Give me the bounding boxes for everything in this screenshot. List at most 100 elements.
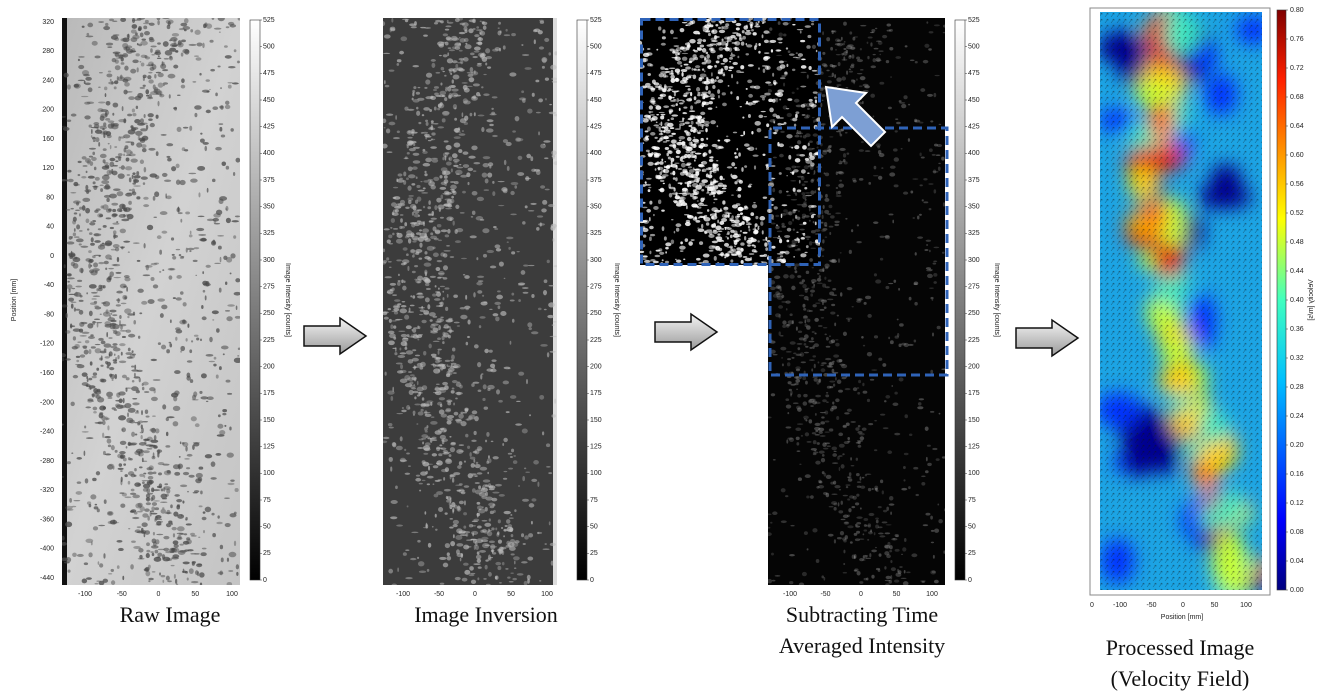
particle xyxy=(140,450,142,452)
particle xyxy=(73,182,78,186)
particle xyxy=(932,154,936,156)
particle xyxy=(772,99,776,103)
particle xyxy=(148,118,153,121)
particle xyxy=(552,324,555,326)
particle xyxy=(186,523,192,525)
particle xyxy=(682,53,689,54)
particle xyxy=(743,256,748,258)
particle xyxy=(425,120,428,122)
particle xyxy=(143,204,149,207)
particle xyxy=(518,284,525,286)
particle xyxy=(758,51,760,54)
particle xyxy=(145,439,150,441)
particle xyxy=(693,58,695,61)
particle xyxy=(789,581,793,584)
particle xyxy=(73,336,76,340)
particle xyxy=(701,179,708,183)
particle xyxy=(674,92,676,97)
particle xyxy=(119,360,126,363)
particle xyxy=(438,104,442,108)
particle xyxy=(445,307,448,311)
particle xyxy=(819,451,825,454)
particle xyxy=(108,573,112,575)
particle xyxy=(455,398,458,400)
particle xyxy=(807,319,811,323)
particle xyxy=(133,179,139,183)
particle xyxy=(680,157,683,162)
particle xyxy=(459,501,464,505)
particle xyxy=(524,581,528,586)
particle xyxy=(719,47,724,51)
particle xyxy=(505,525,508,527)
particle xyxy=(154,518,156,522)
particle xyxy=(500,30,502,33)
particle xyxy=(865,555,868,557)
particle xyxy=(807,75,809,79)
particle xyxy=(413,160,421,163)
particle xyxy=(438,350,440,355)
particle xyxy=(460,558,462,562)
particle xyxy=(394,352,397,355)
particle xyxy=(406,177,409,180)
particle xyxy=(87,228,89,230)
particle xyxy=(390,227,392,228)
particle xyxy=(938,166,941,170)
particle xyxy=(797,189,801,192)
particle xyxy=(422,397,425,400)
particle xyxy=(406,350,413,354)
particle xyxy=(225,55,232,59)
particle xyxy=(714,198,718,200)
particle xyxy=(509,72,516,76)
particle xyxy=(145,444,153,446)
particle xyxy=(543,140,550,143)
particle xyxy=(471,145,477,150)
particle xyxy=(829,506,834,507)
particle xyxy=(383,249,386,253)
particle xyxy=(875,28,878,29)
particle xyxy=(542,431,544,435)
particle xyxy=(423,206,425,209)
particle xyxy=(226,380,231,383)
particle xyxy=(800,72,806,73)
particle xyxy=(813,221,815,223)
particle xyxy=(480,467,487,471)
particle xyxy=(446,161,452,165)
particle xyxy=(169,342,172,344)
particle xyxy=(925,470,929,473)
particle xyxy=(670,30,674,35)
particle xyxy=(866,525,871,526)
particle xyxy=(736,81,738,84)
particle xyxy=(128,528,130,529)
particle xyxy=(103,159,106,163)
particle xyxy=(396,413,403,414)
particle xyxy=(487,172,492,177)
particle xyxy=(645,181,647,184)
particle xyxy=(470,235,477,238)
particle xyxy=(841,519,846,520)
particle xyxy=(738,152,741,156)
particle xyxy=(71,452,73,454)
particle xyxy=(926,244,928,246)
particle xyxy=(748,239,755,243)
particle xyxy=(105,164,110,168)
particle xyxy=(777,293,782,295)
particle xyxy=(413,411,416,415)
particle xyxy=(436,292,441,297)
particle xyxy=(160,521,163,523)
particle xyxy=(703,81,707,82)
particle xyxy=(859,85,863,87)
particle xyxy=(503,478,507,480)
particle xyxy=(891,567,896,571)
particle xyxy=(889,47,893,50)
particle xyxy=(720,252,724,256)
particle xyxy=(700,45,704,48)
particle xyxy=(168,74,176,79)
particle xyxy=(781,223,784,226)
particle xyxy=(873,175,878,176)
particle xyxy=(230,480,234,482)
particle xyxy=(832,462,838,463)
particle xyxy=(843,563,845,565)
particle xyxy=(702,125,704,129)
particle xyxy=(410,204,416,209)
particle xyxy=(127,114,132,117)
